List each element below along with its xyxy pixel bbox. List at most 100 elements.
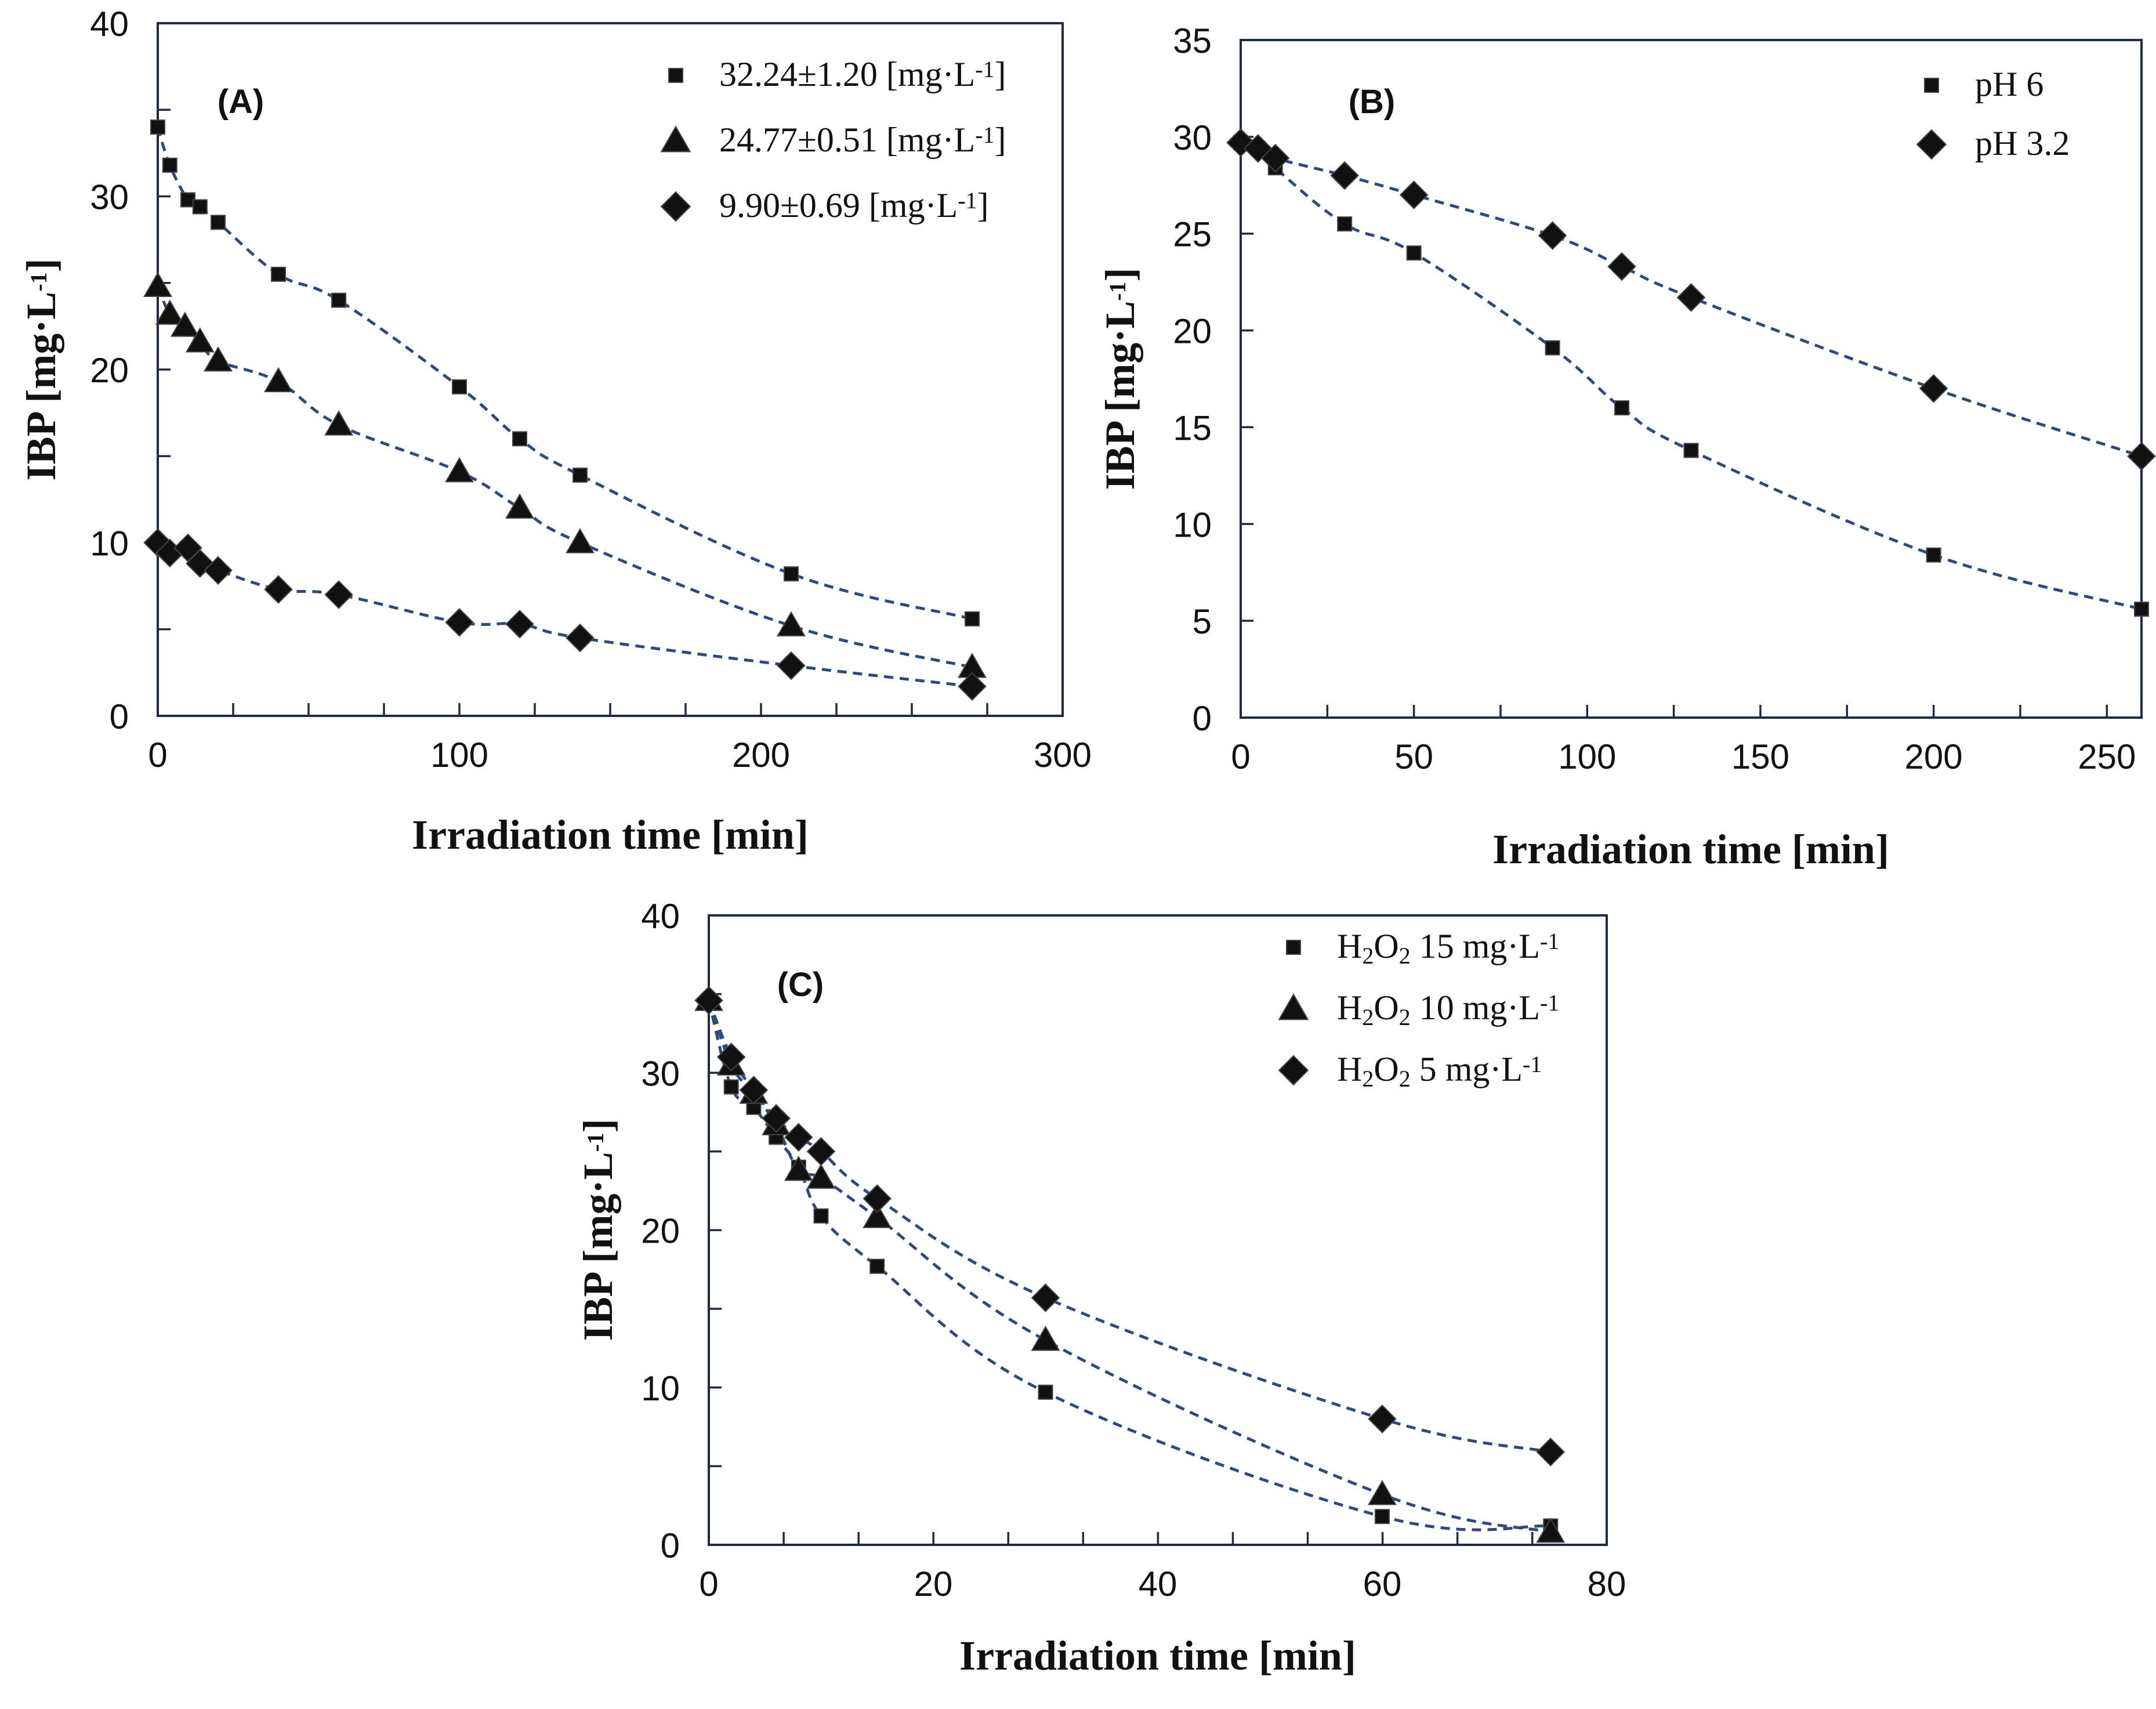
panel-label: (B)	[1349, 83, 1396, 121]
data-point-triangle	[1031, 1326, 1060, 1351]
series-fit-line-triangle	[156, 285, 973, 669]
data-point-diamond	[1399, 180, 1429, 209]
y-tick-label: 10	[1173, 505, 1212, 544]
legend-marker-square	[1924, 78, 1939, 93]
data-point-diamond	[445, 607, 474, 637]
data-point-diamond	[863, 1184, 892, 1214]
legend-marker-triangle	[660, 125, 691, 153]
legend-marker-square	[1286, 940, 1301, 955]
data-point-square	[192, 199, 208, 215]
data-point-square	[1614, 400, 1630, 416]
legend-marker-square	[668, 68, 683, 83]
data-point-square	[452, 379, 467, 394]
data-point-diamond	[1607, 252, 1636, 281]
data-point-square	[572, 468, 588, 483]
legend-entry-label: 24.77±0.51 [mg·L-1]	[719, 121, 1006, 159]
legend-entry-label: pH 6	[1975, 65, 2043, 103]
data-point-diamond	[784, 1123, 813, 1152]
legend-entry-label: 9.90±0.69 [mg·L-1]	[719, 186, 989, 225]
legend-marker-diamond	[660, 191, 691, 222]
x-axis-title: Irradiation time [min]	[1492, 826, 1889, 872]
x-tick-label: 0	[699, 1565, 718, 1603]
x-axis-title: Irradiation time [min]	[959, 1632, 1356, 1679]
y-tick-label: 0	[661, 1526, 680, 1565]
legend-marker-diamond	[1916, 129, 1947, 160]
chart-panel-b: 0 50 100 150 200 250 0 5 10 15 20 25 30 35 Irradiation…	[1097, 21, 2156, 872]
x-tick-label: 150	[1731, 737, 1789, 776]
data-point-square	[1683, 443, 1699, 458]
y-tick-label: 35	[1173, 21, 1212, 60]
data-point-square	[2134, 602, 2149, 617]
panel-label: (C)	[777, 966, 824, 1004]
data-point-diamond	[2127, 441, 2156, 471]
data-point-square	[1375, 1509, 1390, 1525]
data-point-square	[965, 611, 980, 627]
data-point-diamond	[1368, 1404, 1397, 1433]
data-point-square	[331, 292, 346, 308]
data-point-square	[784, 566, 799, 582]
data-point-square	[512, 431, 527, 447]
y-tick-label: 40	[90, 5, 129, 44]
chart-panel-c: 0 20 40 60 80 0 10 20 30 40 Irradiation time [min]…	[575, 897, 1626, 1679]
data-point-square	[150, 120, 165, 135]
data-point-triangle	[185, 327, 215, 353]
data-point-diamond	[1031, 1283, 1060, 1312]
data-point-triangle	[445, 457, 474, 483]
x-tick-label: 60	[1363, 1565, 1402, 1603]
x-tick-label: 80	[1588, 1565, 1626, 1603]
data-point-triangle	[784, 1156, 813, 1181]
y-tick-label: 15	[1173, 408, 1212, 447]
data-point-diamond	[716, 1042, 746, 1071]
x-tick-label: 50	[1394, 737, 1433, 776]
data-point-triangle	[566, 528, 595, 553]
series-fit-line-diamond	[157, 541, 973, 688]
y-axis-title: IBP [mg·L-1]	[575, 1118, 621, 1341]
y-tick-label: 30	[90, 178, 129, 217]
data-point-diamond	[566, 623, 595, 653]
data-point-diamond	[324, 580, 353, 609]
y-tick-label: 5	[1193, 602, 1212, 641]
y-tick-label: 10	[641, 1369, 680, 1408]
data-point-diamond	[505, 609, 534, 639]
data-point-triangle	[264, 367, 293, 393]
data-point-square	[813, 1208, 829, 1224]
x-tick-label: 0	[148, 736, 167, 774]
x-tick-label: 20	[914, 1565, 953, 1603]
data-point-triangle	[1536, 1518, 1566, 1543]
data-point-triangle	[155, 299, 184, 325]
legend: 32.24±1.20 [mg·L-1] 24.77±0.51 [mg·L-1] 9.…	[660, 55, 1006, 225]
chart-panel-a: 0 100 200 300 0 10 20 30 40 Irradiation time [min…	[18, 5, 1092, 858]
data-point-triangle	[806, 1163, 836, 1189]
data-point-square	[723, 1079, 739, 1095]
data-point-diamond	[739, 1076, 769, 1105]
panel-label: (A)	[218, 83, 264, 121]
legend-entry-label: pH 3.2	[1975, 124, 2070, 162]
data-point-triangle	[324, 410, 353, 436]
y-tick-label: 30	[641, 1054, 680, 1093]
y-tick-label: 20	[641, 1212, 680, 1251]
data-point-diamond	[958, 672, 987, 701]
plot-area	[1240, 39, 2143, 719]
y-tick-label: 25	[1173, 215, 1212, 254]
data-point-diamond	[1260, 143, 1290, 173]
data-point-diamond	[694, 986, 723, 1015]
y-tick-label: 0	[110, 697, 129, 736]
data-point-diamond	[1536, 1438, 1566, 1467]
data-point-diamond	[1538, 221, 1567, 250]
y-tick-label: 30	[1173, 118, 1212, 157]
legend-entry-label: H2O2 5 mg·L-1	[1337, 1050, 1542, 1092]
data-point-diamond	[264, 575, 293, 604]
x-tick-label: 200	[1905, 737, 1963, 776]
y-tick-label: 0	[1193, 699, 1212, 738]
x-tick-label: 100	[1558, 737, 1616, 776]
data-point-diamond	[204, 556, 233, 585]
x-tick-label: 250	[2078, 737, 2136, 776]
data-point-diamond	[762, 1104, 791, 1133]
data-point-square	[1926, 547, 1941, 563]
data-point-triangle	[777, 611, 806, 637]
data-point-triangle	[143, 271, 172, 297]
data-point-square	[1038, 1384, 1053, 1400]
data-point-square	[1545, 340, 1560, 356]
x-tick-label: 100	[430, 736, 488, 774]
